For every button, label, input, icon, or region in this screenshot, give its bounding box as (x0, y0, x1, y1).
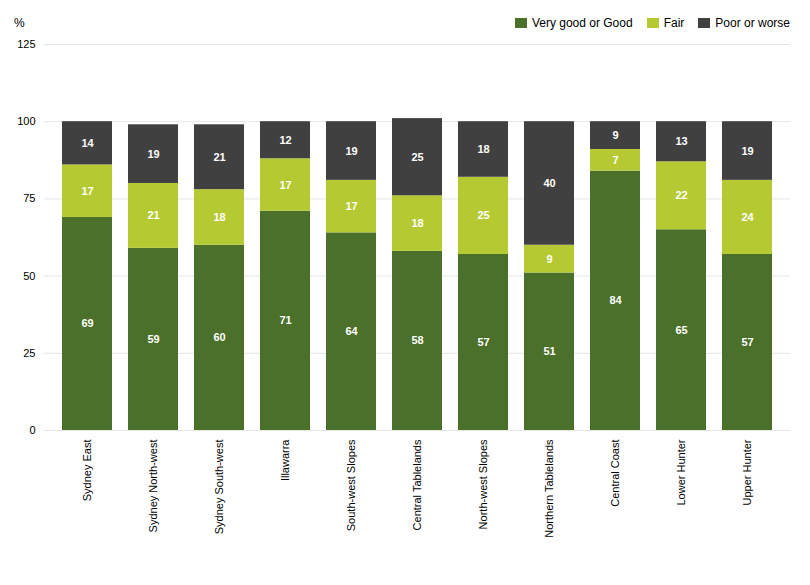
svg-text:Sydney North-west: Sydney North-west (147, 440, 159, 533)
svg-text:24: 24 (741, 211, 754, 223)
svg-text:50: 50 (23, 270, 35, 282)
svg-text:19: 19 (345, 145, 357, 157)
svg-text:25: 25 (411, 151, 423, 163)
svg-text:South-west Slopes: South-west Slopes (345, 439, 357, 531)
svg-text:9: 9 (546, 253, 552, 265)
svg-text:Lower Hunter: Lower Hunter (675, 439, 687, 505)
svg-text:22: 22 (675, 189, 687, 201)
svg-text:71: 71 (279, 314, 291, 326)
svg-text:7: 7 (612, 154, 618, 166)
svg-text:0: 0 (29, 424, 35, 436)
svg-text:65: 65 (675, 324, 687, 336)
svg-text:75: 75 (23, 192, 35, 204)
svg-text:18: 18 (411, 217, 423, 229)
svg-text:9: 9 (612, 129, 618, 141)
svg-text:21: 21 (147, 209, 159, 221)
svg-text:Central Coast: Central Coast (609, 440, 621, 507)
svg-text:57: 57 (741, 336, 753, 348)
svg-text:58: 58 (411, 334, 423, 346)
svg-text:25: 25 (23, 347, 35, 359)
svg-text:19: 19 (147, 148, 159, 160)
html-text:Poor or worse: Poor or worse (715, 16, 790, 30)
svg-text:69: 69 (81, 317, 93, 329)
svg-text:12: 12 (279, 134, 291, 146)
svg-text:14: 14 (81, 137, 94, 149)
svg-text:17: 17 (81, 185, 93, 197)
svg-text:Sydney South-west: Sydney South-west (213, 440, 225, 535)
svg-text:25: 25 (477, 209, 489, 221)
svg-text:17: 17 (279, 179, 291, 191)
svg-text:Sydney East: Sydney East (81, 440, 93, 502)
svg-text:21: 21 (213, 151, 225, 163)
svg-text:51: 51 (543, 345, 555, 357)
svg-text:18: 18 (477, 143, 489, 155)
svg-text:Upper Hunter: Upper Hunter (741, 439, 753, 505)
html-text:Fair: Fair (663, 16, 685, 30)
svg-text:57: 57 (477, 336, 489, 348)
svg-text:40: 40 (543, 177, 555, 189)
svg-text:18: 18 (213, 211, 225, 223)
svg-text:59: 59 (147, 333, 159, 345)
svg-text:Illawarra: Illawarra (279, 439, 291, 481)
svg-text:North-west Slopes: North-west Slopes (477, 439, 489, 529)
html-text:Very good or Good: Very good or Good (531, 16, 633, 30)
svg-text:17: 17 (345, 200, 357, 212)
svg-text:Central Tablelands: Central Tablelands (411, 439, 423, 530)
svg-text:84: 84 (609, 294, 622, 306)
svg-text:Northern Tablelands: Northern Tablelands (543, 439, 555, 538)
svg-text:100: 100 (17, 115, 35, 127)
svg-text:60: 60 (213, 331, 225, 343)
svg-text:125: 125 (17, 38, 35, 50)
svg-text:19: 19 (741, 145, 753, 157)
svg-text:64: 64 (345, 325, 358, 337)
svg-text:13: 13 (675, 135, 687, 147)
